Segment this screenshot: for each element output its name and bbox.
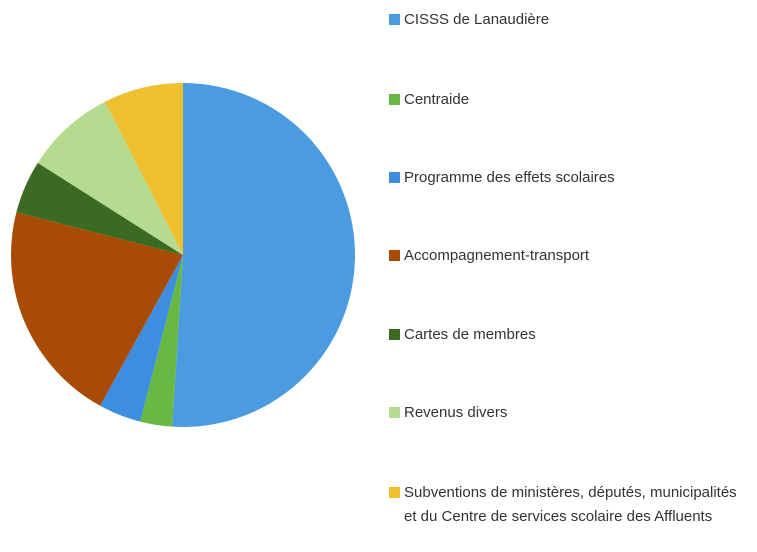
legend-label: Programme des effets scolaires: [404, 169, 615, 186]
legend-item: Subventions de ministères, députés, muni…: [389, 481, 749, 529]
legend-label: Revenus divers: [404, 404, 508, 421]
legend-label: Centraide: [404, 91, 470, 108]
legend-swatch: [389, 14, 400, 25]
legend-label: Accompagnement-transport: [404, 247, 590, 264]
pie-slice: [16, 162, 183, 255]
pie-slice: [140, 255, 183, 427]
pie-slice: [100, 255, 183, 422]
legend-swatch: [389, 172, 400, 183]
legend-swatch: [389, 250, 400, 261]
pie-slice: [104, 83, 183, 255]
pie-slice: [11, 212, 183, 406]
legend-label: Cartes de membres: [404, 326, 536, 343]
legend-label: CISSS de Lanaudière: [404, 11, 550, 28]
legend-item: Programme des effets scolaires: [389, 166, 749, 190]
legend-swatch: [389, 329, 400, 340]
pie-slice: [37, 101, 183, 255]
legend-item: Accompagnement-transport: [389, 244, 749, 268]
pie-slice: [172, 83, 356, 427]
legend-item: Cartes de membres: [389, 323, 749, 347]
legend-item: Centraide: [389, 88, 749, 112]
legend-swatch: [389, 407, 400, 418]
legend-swatch: [389, 487, 400, 498]
legend-item: Revenus divers: [389, 401, 749, 425]
legend-swatch: [389, 94, 400, 105]
legend-item: CISSS de Lanaudière: [389, 8, 749, 32]
legend-label: Subventions de ministères, députés, muni…: [404, 484, 737, 525]
